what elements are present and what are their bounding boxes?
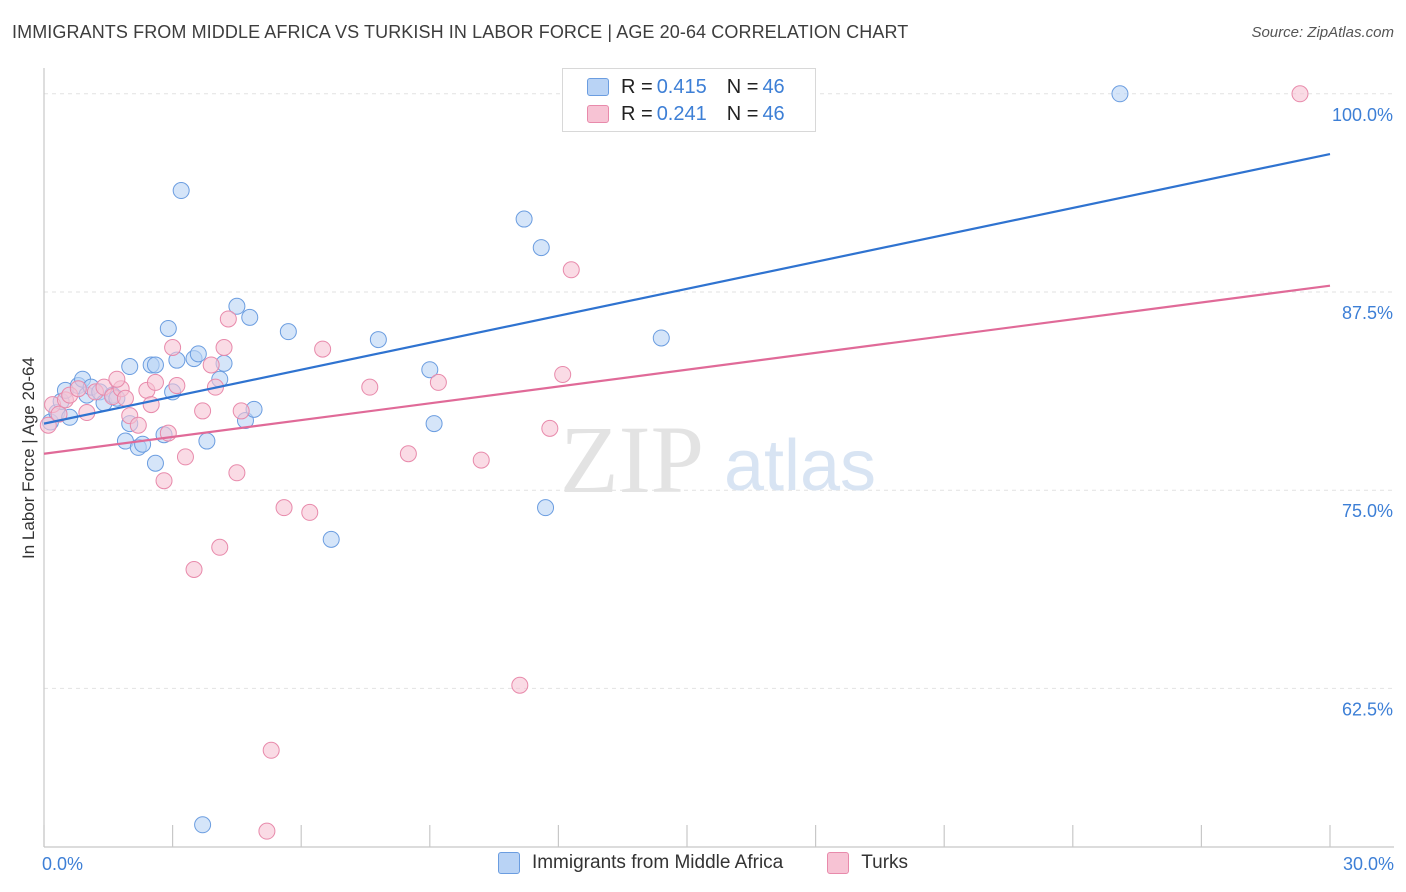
y-axis-title: In Labor Force | Age 20-64 [19, 357, 38, 559]
point-middle-africa [172, 182, 190, 200]
point-middle-africa [189, 345, 207, 363]
point-turks [301, 503, 319, 521]
axes [43, 68, 1394, 848]
point-middle-africa [425, 415, 443, 433]
point-turks [185, 561, 203, 578]
point-turks [228, 464, 246, 482]
point-turks [116, 389, 134, 407]
point-turks [232, 402, 250, 420]
point-turks [262, 741, 280, 759]
point-middle-africa [134, 435, 152, 453]
point-turks [168, 377, 186, 395]
legend-r-label: R = [621, 102, 653, 125]
point-middle-africa [532, 239, 550, 257]
legend-r-value: 0.241 [656, 102, 707, 125]
point-middle-africa [194, 816, 212, 834]
y-tick-label: 100.0% [1332, 105, 1393, 125]
axis-labels: 62.5% 75.0% 87.5% 100.0% 0.0% 30.0% In Labor F… [19, 105, 1394, 874]
point-turks [146, 373, 164, 391]
source-credit: Source: ZipAtlas.com [1251, 24, 1394, 41]
chart-title: IMMIGRANTS FROM MIDDLE AFRICA VS TURKISH… [12, 22, 909, 42]
point-turks [511, 676, 529, 694]
point-turks [176, 448, 194, 466]
point-middle-africa [159, 319, 177, 337]
point-middle-africa [537, 499, 555, 517]
legend-swatch-pink [587, 105, 609, 123]
legend-series-name: Turks [861, 852, 909, 873]
point-middle-africa [198, 432, 216, 450]
trend-line-turks [43, 284, 1331, 455]
point-turks [314, 340, 332, 358]
legend-item-turks: Turks [827, 852, 908, 874]
point-middle-africa [1111, 85, 1129, 103]
point-turks [275, 499, 293, 517]
point-middle-africa [421, 361, 439, 379]
watermark: ZIP atlas [560, 406, 876, 513]
watermark-atlas: atlas [724, 426, 876, 506]
y-tick-label: 62.5% [1342, 699, 1393, 719]
data-points [39, 85, 1309, 840]
point-middle-africa [515, 210, 533, 228]
point-turks [258, 822, 276, 840]
point-middle-africa [369, 331, 387, 349]
watermark-zip: ZIP [560, 406, 704, 513]
point-turks [399, 445, 417, 463]
point-turks [202, 356, 220, 374]
x-tick-label: 0.0% [42, 854, 83, 874]
point-turks [108, 370, 126, 388]
point-turks [211, 538, 229, 556]
point-turks [129, 416, 147, 434]
point-middle-africa [279, 323, 297, 341]
point-middle-africa [241, 308, 259, 326]
legend-n-label: N = [726, 75, 759, 98]
legend-swatch-blue [497, 852, 520, 874]
point-turks [361, 378, 379, 396]
point-turks [554, 365, 572, 383]
point-turks [194, 402, 212, 420]
legend-row-series2: R = 0.241 N = 46 [587, 102, 785, 126]
point-middle-africa [146, 356, 164, 374]
legend-n-value: 46 [762, 102, 785, 125]
point-turks [429, 373, 447, 391]
point-middle-africa [228, 297, 246, 315]
point-turks [164, 339, 182, 356]
legend-r-label: R = [621, 75, 653, 98]
legend-row-series1: R = 0.415 N = 46 [587, 75, 785, 99]
legend-n-value: 46 [762, 75, 785, 98]
point-middle-africa [121, 358, 139, 376]
point-middle-africa [146, 454, 164, 472]
legend-swatch-pink [827, 852, 850, 874]
point-turks [562, 261, 580, 279]
point-turks [1291, 85, 1309, 103]
point-turks [472, 451, 490, 469]
legend-series-name: Immigrants from Middle Africa [531, 852, 784, 873]
point-turks [155, 472, 173, 490]
point-turks [50, 405, 68, 423]
point-middle-africa [652, 329, 670, 347]
point-turks [541, 419, 559, 437]
point-turks [219, 310, 237, 328]
point-middle-africa [322, 530, 340, 548]
legend-r-value: 0.415 [656, 75, 707, 98]
y-tick-label: 87.5% [1342, 303, 1393, 323]
series-legend: Immigrants from Middle Africa Turks [0, 852, 1406, 874]
legend-swatch-blue [587, 78, 609, 96]
trend-lines [43, 152, 1331, 455]
trend-line-middle-africa [43, 152, 1331, 425]
stats-legend: R = 0.415 N = 46 R = 0.241 N = 46 [562, 68, 816, 132]
x-tick-label: 30.0% [1343, 854, 1394, 874]
legend-item-middle-africa: Immigrants from Middle Africa [497, 852, 784, 874]
legend-n-label: N = [726, 102, 759, 125]
y-tick-label: 75.0% [1342, 501, 1393, 521]
point-turks [215, 339, 233, 356]
point-turks [69, 380, 87, 398]
